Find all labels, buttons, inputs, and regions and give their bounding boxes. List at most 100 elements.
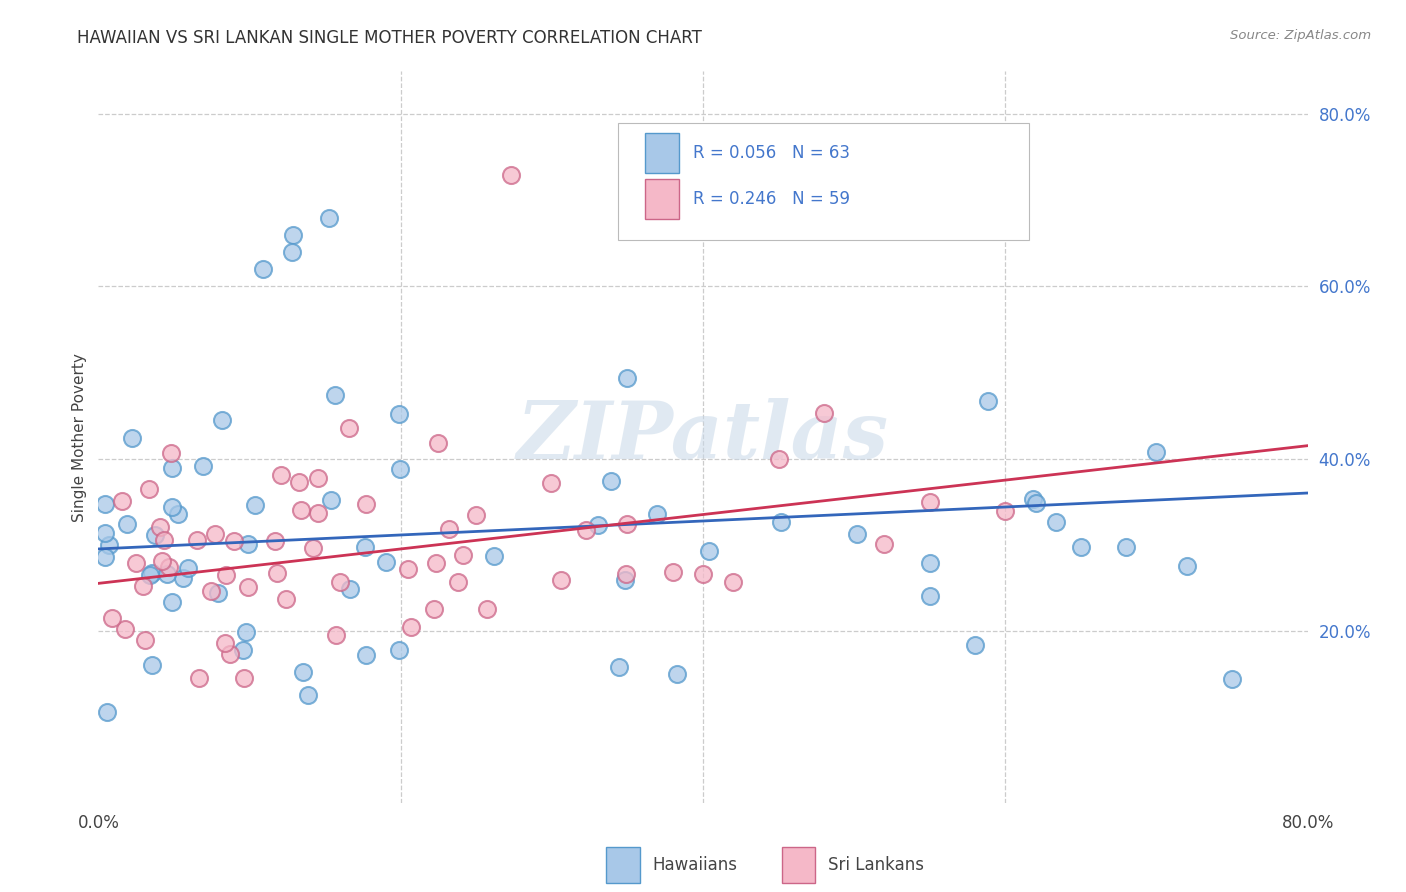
Point	[138, 483, 160, 497]
Point	[422, 601, 444, 615]
Point	[575, 523, 598, 537]
Point	[238, 537, 260, 551]
Point	[290, 503, 312, 517]
Point	[661, 566, 683, 580]
Point	[389, 462, 412, 476]
Point	[232, 643, 254, 657]
Point	[94, 497, 117, 511]
Point	[665, 666, 688, 681]
Point	[263, 534, 285, 549]
Point	[274, 592, 297, 607]
Point	[325, 628, 347, 642]
Point	[232, 671, 254, 685]
Point	[125, 556, 148, 570]
Point	[600, 474, 623, 488]
Point	[339, 582, 361, 597]
Point	[337, 421, 360, 435]
Point	[292, 665, 315, 679]
Point	[375, 555, 398, 569]
Point	[211, 413, 233, 427]
Point	[96, 705, 118, 719]
Point	[297, 688, 319, 702]
Point	[613, 574, 636, 588]
Text: Sri Lankans: Sri Lankans	[828, 856, 924, 874]
Point	[318, 211, 340, 225]
Point	[307, 506, 329, 520]
Point	[697, 544, 720, 558]
Point	[1022, 491, 1045, 506]
Point	[388, 642, 411, 657]
Point	[302, 541, 325, 555]
Point	[550, 574, 572, 588]
Point	[204, 527, 226, 541]
Point	[918, 589, 941, 603]
Point	[172, 571, 194, 585]
Point	[437, 522, 460, 536]
Text: Source: ZipAtlas.com: Source: ZipAtlas.com	[1230, 29, 1371, 42]
Point	[813, 406, 835, 420]
FancyBboxPatch shape	[782, 847, 815, 883]
Point	[399, 620, 422, 634]
Point	[159, 446, 181, 460]
Point	[388, 407, 411, 421]
Point	[200, 584, 222, 599]
Point	[329, 575, 352, 590]
Point	[770, 515, 793, 529]
Point	[994, 504, 1017, 518]
Text: HAWAIIAN VS SRI LANKAN SINGLE MOTHER POVERTY CORRELATION CHART: HAWAIIAN VS SRI LANKAN SINGLE MOTHER POV…	[77, 29, 702, 46]
Point	[308, 471, 330, 485]
Point	[236, 581, 259, 595]
Point	[1144, 445, 1167, 459]
Point	[873, 537, 896, 551]
Point	[425, 556, 447, 570]
Point	[111, 494, 134, 508]
Point	[150, 553, 173, 567]
Point	[692, 567, 714, 582]
Point	[143, 528, 166, 542]
Text: ZIPatlas: ZIPatlas	[517, 399, 889, 475]
Point	[187, 672, 209, 686]
FancyBboxPatch shape	[645, 133, 679, 173]
Point	[1045, 515, 1067, 529]
Point	[114, 622, 136, 636]
Point	[235, 625, 257, 640]
Point	[139, 567, 162, 582]
Point	[243, 498, 266, 512]
Point	[149, 520, 172, 534]
Point	[160, 595, 183, 609]
Point	[155, 566, 177, 581]
Point	[614, 566, 637, 581]
Point	[214, 636, 236, 650]
Point	[266, 566, 288, 581]
Point	[167, 508, 190, 522]
Point	[160, 500, 183, 515]
Point	[281, 227, 304, 242]
Point	[288, 475, 311, 490]
FancyBboxPatch shape	[619, 122, 1029, 240]
Point	[215, 567, 238, 582]
Point	[134, 633, 156, 648]
Point	[977, 393, 1000, 408]
Point	[191, 458, 214, 473]
Point	[723, 575, 745, 590]
Point	[177, 561, 200, 575]
Point	[586, 517, 609, 532]
FancyBboxPatch shape	[645, 179, 679, 219]
Point	[141, 658, 163, 673]
Point	[645, 507, 668, 521]
Point	[1115, 540, 1137, 554]
Point	[157, 560, 180, 574]
Point	[482, 549, 505, 563]
Point	[965, 639, 987, 653]
Point	[1070, 540, 1092, 554]
Point	[93, 526, 115, 541]
Point	[93, 550, 115, 565]
Point	[121, 431, 143, 445]
Point	[131, 579, 153, 593]
Point	[846, 526, 869, 541]
Text: R = 0.056   N = 63: R = 0.056 N = 63	[693, 145, 851, 162]
Point	[162, 460, 184, 475]
Point	[252, 262, 274, 277]
Point	[396, 562, 419, 576]
Point	[475, 602, 498, 616]
